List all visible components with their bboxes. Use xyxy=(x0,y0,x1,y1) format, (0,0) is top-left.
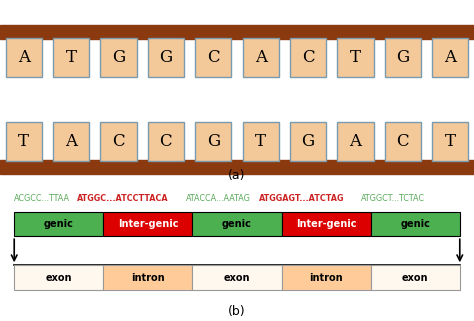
Text: exon: exon xyxy=(46,273,72,282)
Bar xyxy=(282,212,371,236)
Text: C: C xyxy=(302,49,314,66)
Text: A: A xyxy=(255,49,267,66)
Bar xyxy=(371,265,460,290)
Text: genic: genic xyxy=(222,219,252,229)
FancyBboxPatch shape xyxy=(337,122,374,161)
FancyBboxPatch shape xyxy=(53,122,89,161)
Text: ACGCC...TTAA: ACGCC...TTAA xyxy=(14,194,70,203)
Text: (b): (b) xyxy=(228,305,246,318)
FancyBboxPatch shape xyxy=(337,38,374,77)
FancyBboxPatch shape xyxy=(100,122,137,161)
Text: ATACCA...AATAG: ATACCA...AATAG xyxy=(185,194,250,203)
Bar xyxy=(192,212,282,236)
Bar xyxy=(103,212,192,236)
Text: A: A xyxy=(349,133,362,150)
Text: Inter-genic: Inter-genic xyxy=(296,219,356,229)
Text: G: G xyxy=(159,49,173,66)
Text: intron: intron xyxy=(131,273,164,282)
Text: ATGGCT...TCTAC: ATGGCT...TCTAC xyxy=(361,194,425,203)
Text: C: C xyxy=(207,49,219,66)
Text: G: G xyxy=(301,133,315,150)
Bar xyxy=(0,160,474,174)
FancyBboxPatch shape xyxy=(385,38,421,77)
Text: T: T xyxy=(65,49,77,66)
FancyBboxPatch shape xyxy=(100,38,137,77)
Text: exon: exon xyxy=(402,273,428,282)
Text: A: A xyxy=(444,49,456,66)
Text: T: T xyxy=(18,133,29,150)
Text: intron: intron xyxy=(310,273,343,282)
FancyBboxPatch shape xyxy=(290,122,326,161)
Text: G: G xyxy=(112,49,125,66)
FancyBboxPatch shape xyxy=(243,122,279,161)
FancyBboxPatch shape xyxy=(432,122,468,161)
FancyBboxPatch shape xyxy=(243,38,279,77)
FancyBboxPatch shape xyxy=(432,38,468,77)
Text: ATGGC...ATCCTTACA: ATGGC...ATCCTTACA xyxy=(77,194,168,203)
Text: T: T xyxy=(445,133,456,150)
Text: C: C xyxy=(397,133,409,150)
Text: G: G xyxy=(396,49,410,66)
FancyBboxPatch shape xyxy=(148,38,184,77)
Text: ATGGAGT...ATCTAG: ATGGAGT...ATCTAG xyxy=(259,194,344,203)
FancyBboxPatch shape xyxy=(195,122,231,161)
FancyBboxPatch shape xyxy=(6,122,42,161)
Text: A: A xyxy=(18,49,30,66)
Text: T: T xyxy=(255,133,266,150)
FancyBboxPatch shape xyxy=(290,38,326,77)
Text: G: G xyxy=(207,133,220,150)
Text: C: C xyxy=(112,133,125,150)
Text: exon: exon xyxy=(224,273,250,282)
FancyBboxPatch shape xyxy=(53,38,89,77)
Text: C: C xyxy=(160,133,172,150)
Bar xyxy=(371,212,460,236)
Text: Inter-genic: Inter-genic xyxy=(118,219,178,229)
FancyBboxPatch shape xyxy=(6,38,42,77)
Text: T: T xyxy=(350,49,361,66)
FancyBboxPatch shape xyxy=(195,38,231,77)
FancyBboxPatch shape xyxy=(148,122,184,161)
Bar xyxy=(0,25,474,39)
Text: genic: genic xyxy=(44,219,74,229)
Bar xyxy=(103,265,192,290)
Text: (a): (a) xyxy=(228,169,246,182)
FancyBboxPatch shape xyxy=(385,122,421,161)
Text: genic: genic xyxy=(400,219,430,229)
Bar xyxy=(282,265,371,290)
Bar xyxy=(14,265,103,290)
Text: A: A xyxy=(65,133,77,150)
Bar xyxy=(14,212,103,236)
Bar xyxy=(192,265,282,290)
